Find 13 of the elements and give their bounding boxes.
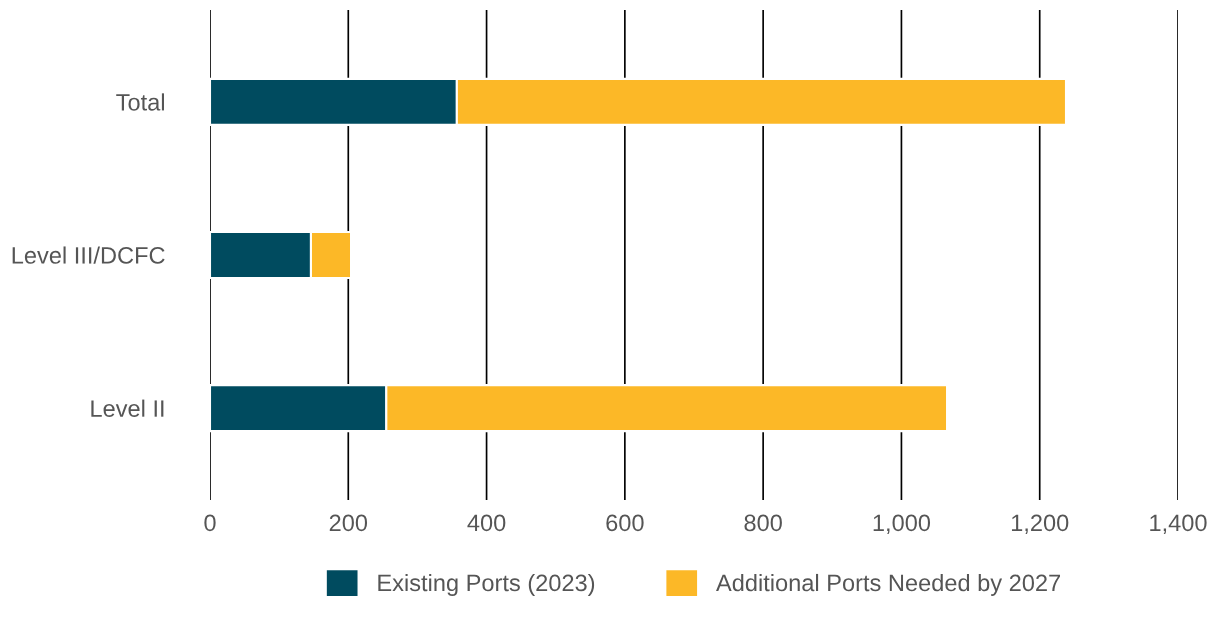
y-tick-label: Total xyxy=(116,93,164,111)
x-tick-label: 0 xyxy=(204,514,216,532)
x-tick-label: 1,000 xyxy=(873,514,931,535)
x-tick-label: 600 xyxy=(606,514,644,532)
legend-label: Existing Ports (2023) xyxy=(378,573,595,596)
y-tick-label: Level II xyxy=(91,399,164,417)
x-tick-label: 200 xyxy=(329,514,368,532)
x-tick-label: 400 xyxy=(467,514,506,532)
x-tick-label: 800 xyxy=(744,514,782,532)
x-tick-label: 1,200 xyxy=(1011,514,1069,535)
legend-label: Additional Ports Needed by 2027 xyxy=(716,573,1061,596)
x-tick-label: 1,400 xyxy=(1150,514,1207,535)
y-tick-label: Level III/DCFC xyxy=(12,246,165,264)
